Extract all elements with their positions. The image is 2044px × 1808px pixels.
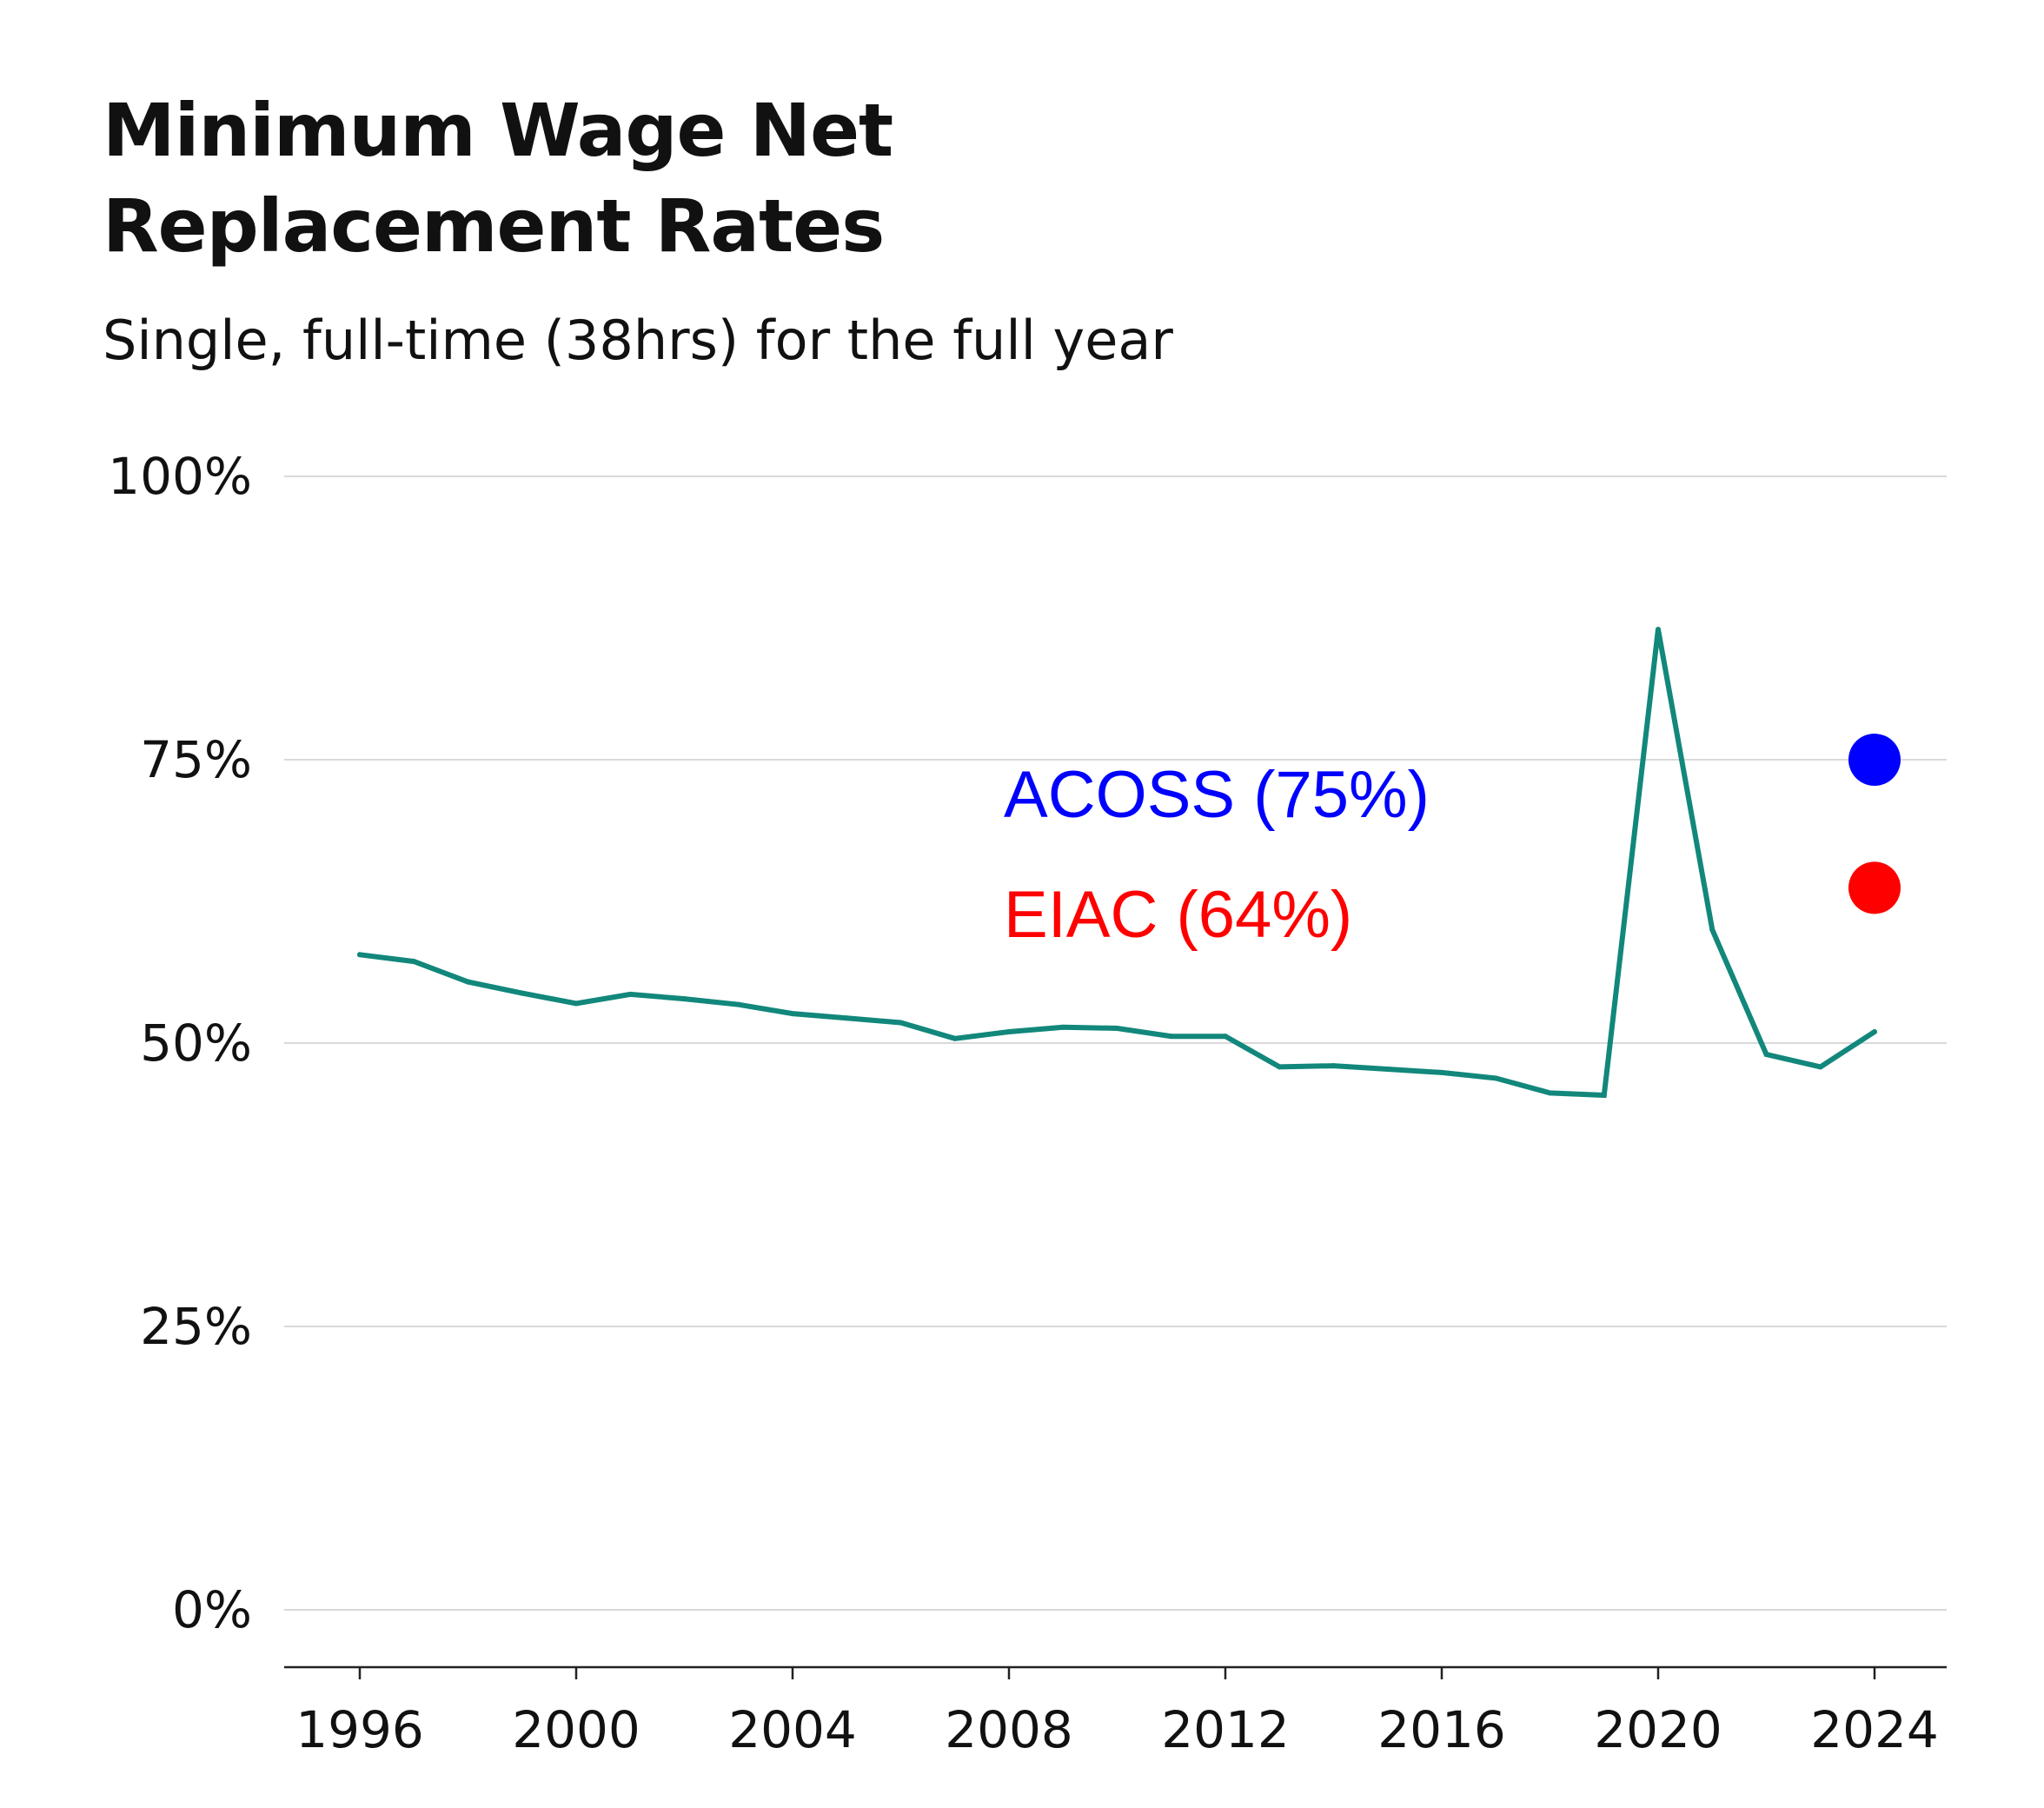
series-point bbox=[574, 1000, 579, 1007]
series-point bbox=[357, 952, 362, 958]
chart-title-line-2: Replacement Rates bbox=[103, 183, 885, 269]
series-point bbox=[898, 1020, 904, 1026]
series-point bbox=[1168, 1034, 1174, 1040]
series-point bbox=[465, 979, 471, 985]
chart-title-line-1: Minimum Wage Net bbox=[103, 88, 893, 173]
reference-point bbox=[1848, 861, 1901, 914]
chart-title: Minimum Wage Net Replacement Rates bbox=[103, 83, 893, 274]
series-point bbox=[1601, 1092, 1607, 1098]
x-tick-label: 2012 bbox=[1161, 1700, 1290, 1759]
series-point bbox=[519, 990, 525, 996]
reference-label: ACOSS (75%) bbox=[1004, 758, 1430, 832]
series-point bbox=[1277, 1064, 1283, 1070]
series-point bbox=[790, 1011, 795, 1017]
y-tick-label: 75% bbox=[140, 730, 252, 789]
series-point bbox=[735, 1001, 741, 1007]
series-point bbox=[1872, 1028, 1877, 1034]
y-tick-label: 50% bbox=[140, 1014, 252, 1073]
x-axis: 1996 2000 2004 2008 2012 2016 2020 2024 bbox=[284, 1665, 1947, 1759]
series-point bbox=[411, 959, 417, 965]
series-point bbox=[1331, 1063, 1337, 1069]
series-point bbox=[1223, 1034, 1228, 1040]
y-tick-label: 25% bbox=[140, 1297, 252, 1356]
x-tick-label: 2020 bbox=[1594, 1700, 1722, 1759]
x-tick-label: 2016 bbox=[1377, 1700, 1506, 1759]
chart-subtitle: Single, full-time (38hrs) for the full y… bbox=[103, 309, 1173, 372]
series-lines bbox=[357, 627, 1877, 1099]
series-point bbox=[1763, 1052, 1769, 1058]
series-point bbox=[1439, 1069, 1444, 1075]
series-point bbox=[1384, 1066, 1390, 1072]
x-tick-label: 1996 bbox=[295, 1700, 424, 1759]
x-tick-label: 2000 bbox=[512, 1700, 640, 1759]
reference-label: EIAC (64%) bbox=[1004, 878, 1352, 952]
series-point bbox=[1656, 627, 1661, 633]
x-tick-label: 2004 bbox=[728, 1700, 857, 1759]
series-line bbox=[357, 628, 1877, 1099]
series-point bbox=[844, 1015, 850, 1021]
series-point bbox=[1547, 1090, 1553, 1096]
x-tick-label: 2024 bbox=[1810, 1700, 1939, 1759]
gridlines bbox=[284, 475, 1947, 1611]
y-axis-ticks: 0% 25% 50% 75% 100% bbox=[108, 447, 252, 1639]
series-point bbox=[1060, 1024, 1066, 1030]
x-tick-label: 2008 bbox=[945, 1700, 1073, 1759]
reference-points bbox=[1848, 734, 1901, 914]
series-point bbox=[952, 1035, 958, 1041]
series-point bbox=[1493, 1075, 1499, 1081]
series-point bbox=[1006, 1028, 1012, 1034]
y-tick-label: 0% bbox=[172, 1580, 252, 1639]
series-point bbox=[1114, 1026, 1120, 1032]
series-point bbox=[627, 991, 634, 997]
y-tick-label: 100% bbox=[108, 447, 252, 506]
annotations: ACOSS (75%) EIAC (64%) bbox=[1004, 758, 1430, 952]
reference-point bbox=[1848, 734, 1901, 786]
series-point bbox=[1817, 1064, 1823, 1070]
series-point bbox=[1709, 927, 1716, 933]
series-point bbox=[681, 996, 687, 1002]
